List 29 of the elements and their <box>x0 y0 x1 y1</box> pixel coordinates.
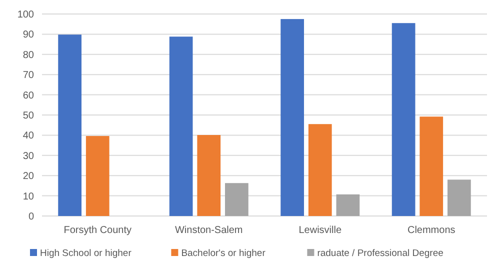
bar <box>308 124 332 216</box>
bar <box>225 183 248 216</box>
legend-label: High School or higher <box>40 248 132 259</box>
x-tick-label: Forsyth County <box>64 225 132 236</box>
x-tick-label: Clemmons <box>407 225 456 236</box>
bar <box>197 135 221 216</box>
y-tick-label: 90 <box>22 30 34 41</box>
y-tick-label: 80 <box>22 50 34 61</box>
x-tick-label: Winston-Salem <box>174 225 243 236</box>
bar <box>420 116 444 216</box>
bar <box>392 23 416 216</box>
legend-label: Bachelor's or higher <box>181 248 266 259</box>
y-tick-label: 30 <box>22 150 34 162</box>
y-tick-label: 10 <box>22 191 34 202</box>
y-tick-label: 20 <box>22 171 34 182</box>
y-tick-label: 40 <box>22 130 34 142</box>
bar <box>336 194 360 216</box>
y-tick-label: 0 <box>28 212 34 222</box>
bar <box>280 19 304 216</box>
bar <box>58 34 82 216</box>
y-tick-label: 100 <box>17 10 34 20</box>
legend-label: raduate / Professional Degree <box>317 248 444 259</box>
y-tick-label: 50 <box>22 110 34 122</box>
x-tick-label: Lewisville <box>298 225 342 236</box>
bar <box>86 136 110 216</box>
bar <box>169 36 193 216</box>
y-tick-label: 70 <box>22 70 34 82</box>
y-tick-label: 60 <box>22 90 34 102</box>
bar <box>448 180 471 216</box>
